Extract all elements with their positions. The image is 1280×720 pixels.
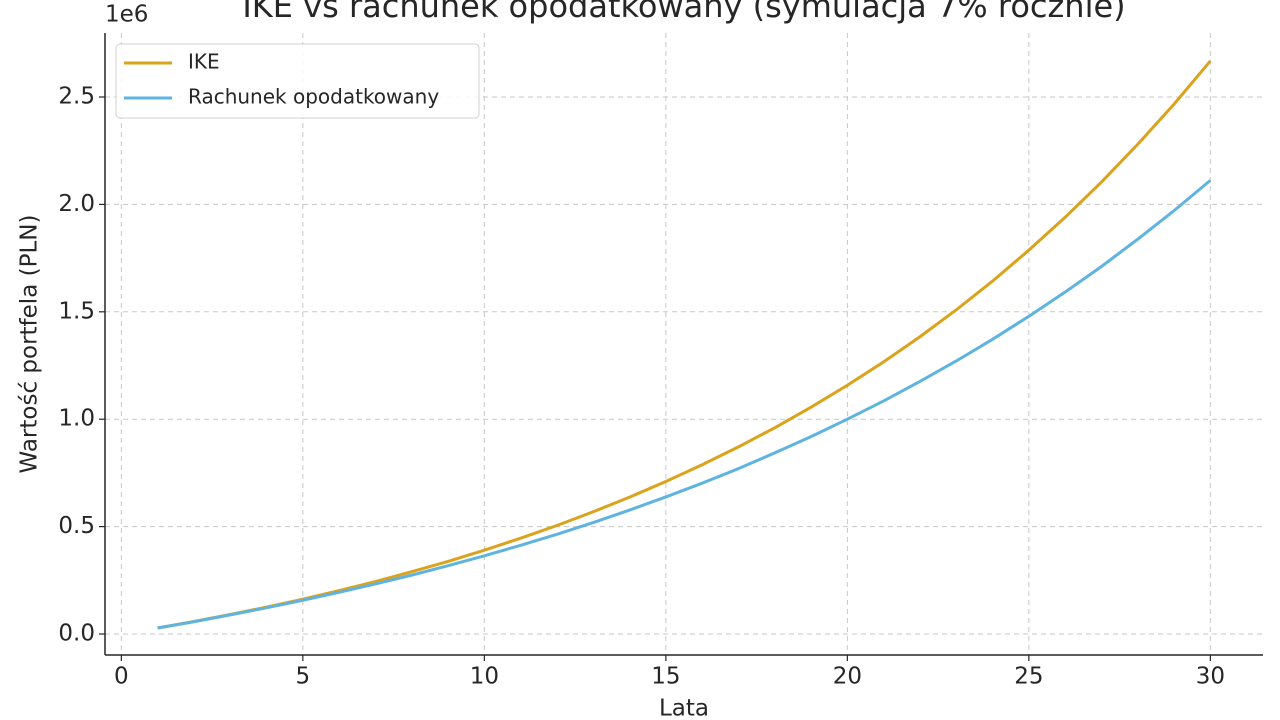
y-tick-label: 1.5 — [58, 298, 95, 324]
legend: IKE Rachunek opodatkowany — [115, 43, 480, 119]
y-tick-label: 2.0 — [58, 191, 95, 217]
x-axis-label: Lata — [659, 696, 709, 720]
x-tick-label: 30 — [1196, 664, 1225, 690]
y-tick-label: 0.0 — [58, 620, 95, 646]
x-tick-label: 20 — [833, 664, 862, 690]
y-offset-label: 1e6 — [105, 2, 148, 28]
x-tick-label: 10 — [470, 664, 499, 690]
legend-label: Rachunek opodatkowany — [188, 85, 439, 109]
x-tick-label: 0 — [114, 664, 129, 690]
series-line — [157, 179, 1212, 630]
y-tick-label: 0.5 — [58, 513, 95, 539]
legend-label: IKE — [188, 50, 220, 74]
x-tick-label: 25 — [1014, 664, 1043, 690]
y-axis-label: Wartość portfela (PLN) — [17, 215, 43, 474]
series-line — [157, 59, 1212, 630]
x-tick-label: 5 — [296, 664, 311, 690]
y-tick-label: 1.0 — [58, 406, 95, 432]
x-tick-label: 15 — [651, 664, 680, 690]
y-tick-label: 2.5 — [58, 84, 95, 110]
legend-box — [115, 43, 480, 119]
chart-title: IKE vs rachunek opodatkowany (symulacja … — [242, 0, 1125, 25]
